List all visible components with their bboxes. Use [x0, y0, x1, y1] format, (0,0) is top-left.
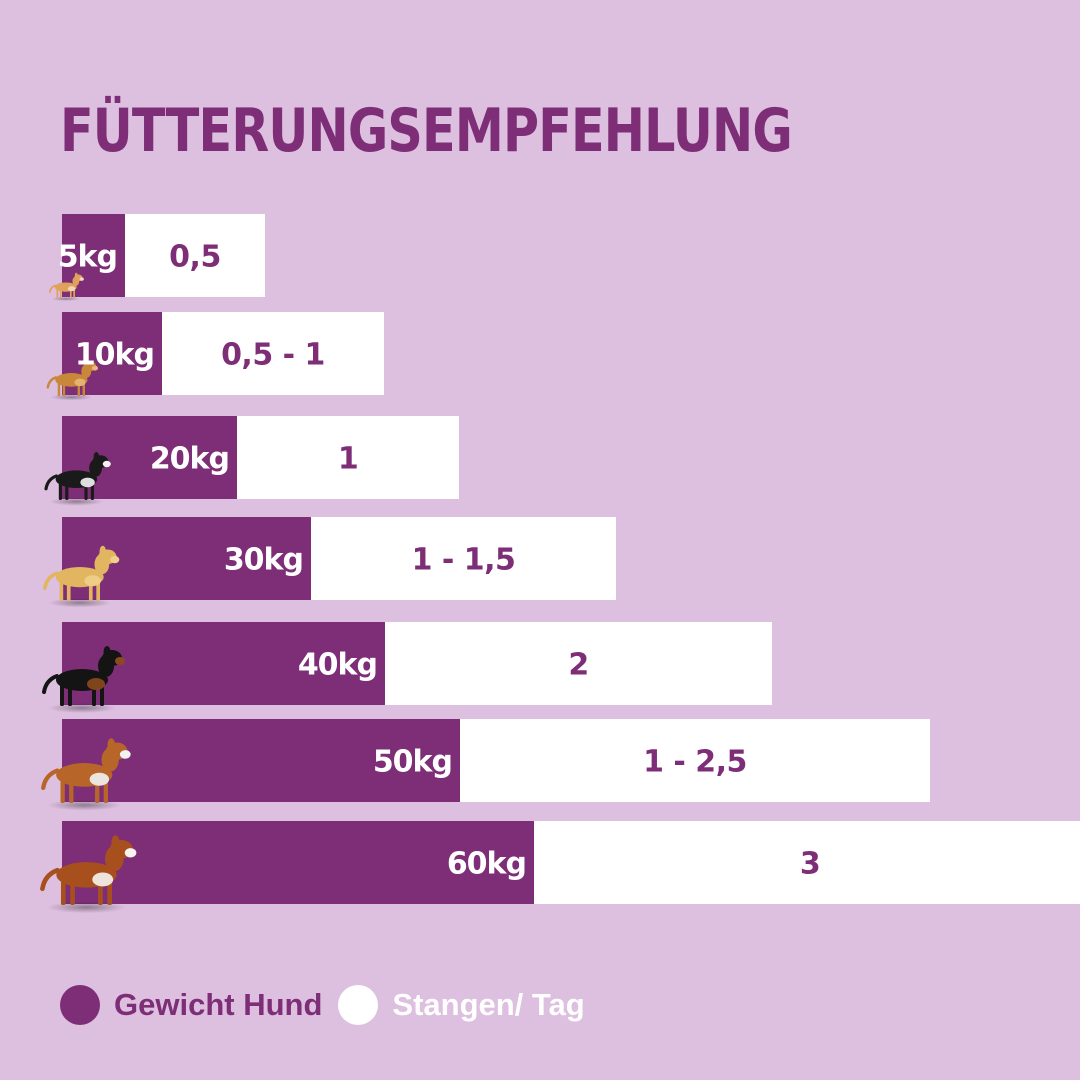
data-label-weight: 40kg: [298, 648, 377, 683]
data-label-weight: 5kg: [58, 240, 117, 275]
chart-title: FÜTTERUNGSEMPFEHLUNG: [60, 96, 793, 166]
bar-row-20kg: 20kg 1: [44, 416, 459, 506]
data-label-amount: 1 - 2,5: [643, 745, 747, 780]
bar-amount-30kg: [311, 517, 616, 600]
bar-row-30kg: 30kg 1 - 1,5: [42, 517, 616, 608]
legend-swatch-weight: [60, 985, 100, 1025]
boxer-icon: [41, 738, 131, 811]
legend-item-weight: Gewicht Hund: [60, 985, 322, 1025]
bar-row-10kg: 10kg 0,5 - 1: [46, 312, 384, 401]
bar-weight-5kg: [62, 214, 125, 297]
bar-weight-60kg: [62, 821, 534, 904]
bar-amount-5kg: [125, 214, 265, 297]
bar-row-60kg: 60kg 3: [40, 821, 1080, 914]
legend-item-amount: Stangen/ Tag: [338, 985, 585, 1025]
data-label-amount: 1 - 1,5: [412, 543, 516, 578]
bar-amount-60kg: [534, 821, 1080, 904]
data-label-weight: 10kg: [75, 338, 154, 373]
data-label-weight: 60kg: [447, 847, 526, 882]
bars-group: 5kg 0,5 10kg 0,5 - 1 20kg 1 30kg 1 - 1,5 40kg 2 50…: [40, 214, 1080, 914]
data-label-amount: 3: [800, 847, 820, 882]
data-label-amount: 0,5: [169, 240, 221, 275]
bar-amount-10kg: [162, 312, 384, 395]
legend-label-amount: Stangen/ Tag: [392, 987, 585, 1022]
bar-amount-40kg: [385, 622, 772, 705]
saint-bernard-icon: [40, 835, 137, 914]
labrador-icon: [42, 545, 120, 608]
bar-row-40kg: 40kg 2: [42, 622, 772, 713]
rottweiler-icon: [42, 646, 125, 713]
bar-weight-50kg: [62, 719, 460, 802]
data-label-amount: 0,5 - 1: [221, 338, 325, 373]
small-mixed-dog-icon: [46, 358, 99, 401]
data-label-weight: 30kg: [224, 543, 303, 578]
bar-row-50kg: 50kg 1 - 2,5: [41, 719, 930, 811]
data-label-weight: 20kg: [150, 442, 229, 477]
legend-swatch-amount: [338, 985, 379, 1025]
border-collie-icon: [44, 452, 111, 506]
bar-amount-50kg: [460, 719, 930, 802]
chihuahua-icon: [48, 272, 84, 301]
data-label-amount: 1: [338, 442, 358, 477]
bar-row-5kg: 5kg 0,5: [48, 214, 265, 301]
legend: Gewicht Hund Stangen/ Tag: [60, 984, 601, 1026]
data-label-amount: 2: [568, 648, 588, 683]
data-label-weight: 50kg: [373, 745, 452, 780]
bar-amount-20kg: [237, 416, 459, 499]
legend-label-weight: Gewicht Hund: [114, 987, 323, 1022]
